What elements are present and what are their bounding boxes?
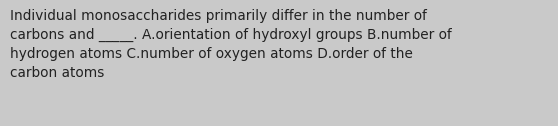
Text: Individual monosaccharides primarily differ in the number of
carbons and _____. : Individual monosaccharides primarily dif… bbox=[10, 9, 452, 80]
